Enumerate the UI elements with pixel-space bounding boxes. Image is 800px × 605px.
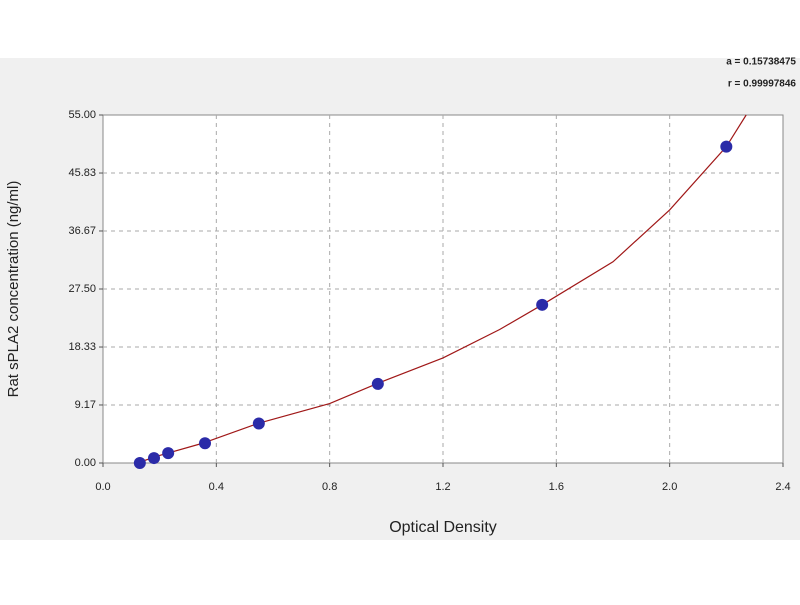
y-tick-label: 0.00 bbox=[75, 457, 96, 469]
y-tick-label: 36.67 bbox=[68, 225, 96, 237]
data-point bbox=[199, 437, 211, 450]
data-point bbox=[720, 140, 733, 153]
data-point bbox=[148, 452, 160, 465]
data-point bbox=[371, 377, 384, 390]
data-point bbox=[133, 457, 146, 469]
x-tick-label: 0.0 bbox=[95, 481, 110, 493]
x-tick-label: 1.6 bbox=[549, 481, 564, 493]
y-tick-label: 9.17 bbox=[75, 399, 96, 411]
data-point bbox=[252, 417, 265, 430]
y-tick-label: 55.00 bbox=[68, 109, 96, 121]
y-axis-label: Rat sPLA2 concentration (ng/ml) bbox=[5, 181, 22, 398]
x-tick-label: 1.2 bbox=[435, 481, 450, 493]
annotation: a = 0.15738475 bbox=[726, 57, 796, 68]
x-tick-label: 0.4 bbox=[209, 481, 224, 493]
y-tick-label: 18.33 bbox=[68, 341, 96, 353]
data-point bbox=[162, 447, 175, 460]
x-tick-label: 0.8 bbox=[322, 481, 337, 493]
x-tick-label: 2.0 bbox=[662, 481, 677, 493]
x-axis-label: Optical Density bbox=[389, 519, 497, 536]
x-tick-label: 2.4 bbox=[775, 481, 790, 493]
y-tick-label: 27.50 bbox=[68, 283, 96, 295]
annotation: r = 0.99997846 bbox=[728, 79, 797, 90]
y-tick-label: 45.83 bbox=[68, 167, 96, 179]
data-point bbox=[536, 298, 549, 311]
